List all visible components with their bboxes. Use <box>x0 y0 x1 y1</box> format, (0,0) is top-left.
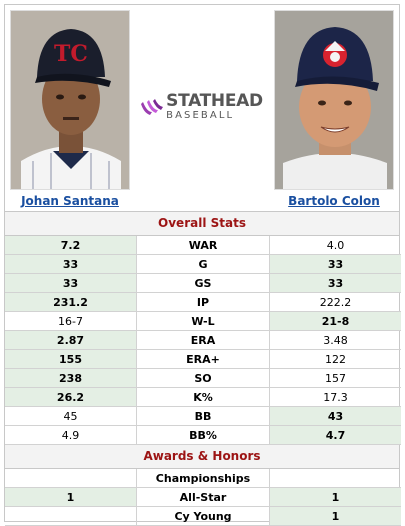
stat-label: All-Star <box>136 487 270 507</box>
stat-label: ERA+ <box>136 349 270 369</box>
award-row: Championships <box>5 469 401 488</box>
stat-value-right: 33 <box>269 254 401 274</box>
player-photo-left: TC <box>10 10 130 190</box>
stat-value-right: 122 <box>269 349 401 369</box>
stat-row: 231.2 IP 222.2 <box>5 292 401 312</box>
stat-label: Championships <box>136 469 270 488</box>
stat-label: G <box>136 254 270 274</box>
stat-row: 33 G 33 <box>5 254 401 274</box>
comparison-card: TC Johan Santana STATHEAD BASEBALL <box>4 4 401 526</box>
stat-row: 4.9 BB% 4.7 <box>5 425 401 445</box>
stat-row: 238 SO 157 <box>5 368 401 388</box>
stat-row: 155 ERA+ 122 <box>5 349 401 369</box>
stat-label: BB% <box>136 425 270 445</box>
stat-row: 26.2 K% 17.3 <box>5 387 401 407</box>
player-name-right[interactable]: Bartolo Colon <box>288 194 380 208</box>
stat-value-right: 3.48 <box>269 330 401 350</box>
awards-table: Championships 1 All-Star 1 Cy Young 1 <box>5 469 401 526</box>
stat-value-left: 231.2 <box>5 292 137 312</box>
stat-label: IP <box>136 292 270 312</box>
stat-value-left: 2.87 <box>5 330 137 350</box>
stat-value-right: 222.2 <box>269 292 401 312</box>
player-left: TC Johan Santana <box>5 5 135 208</box>
stat-value-left: 155 <box>5 349 137 369</box>
stat-value-left: 7.2 <box>5 236 137 255</box>
award-row: 1 All-Star 1 <box>5 487 401 507</box>
stat-value-left <box>5 506 137 526</box>
stat-label: GS <box>136 273 270 293</box>
stat-value-right <box>269 469 401 488</box>
stat-row: 33 GS 33 <box>5 273 401 293</box>
stats-table: 7.2 WAR 4.0 33 G 33 33 GS 33 231.2 IP 222.2 16-7 W-L 2… <box>5 236 401 445</box>
stat-value-right: 1 <box>269 506 401 526</box>
stat-value-left: 1 <box>5 487 137 507</box>
stat-value-left: 26.2 <box>5 387 137 407</box>
stat-label: ERA <box>136 330 270 350</box>
stat-value-right: 33 <box>269 273 401 293</box>
svg-text:TC: TC <box>54 41 88 67</box>
logo-sub-text: BASEBALL <box>166 110 235 121</box>
stat-value-right: 1 <box>269 487 401 507</box>
player-header: TC Johan Santana STATHEAD BASEBALL <box>5 5 399 212</box>
stat-value-left: 33 <box>5 254 137 274</box>
stat-label: K% <box>136 387 270 407</box>
player-name-left[interactable]: Johan Santana <box>21 194 119 208</box>
stat-label: WAR <box>136 236 270 255</box>
section-overall-stats: Overall Stats <box>5 212 399 236</box>
player-right: Bartolo Colon <box>269 5 399 208</box>
stathead-logo[interactable]: STATHEAD BASEBALL <box>135 93 269 121</box>
section-awards: Awards & Honors <box>5 445 399 469</box>
stat-value-right: 21-8 <box>269 311 401 331</box>
stat-value-left: 16-7 <box>5 311 137 331</box>
stat-value-right: 43 <box>269 406 401 426</box>
stat-value-right: 4.0 <box>269 236 401 255</box>
stat-value-right: 4.7 <box>269 425 401 445</box>
stat-row: 45 BB 43 <box>5 406 401 426</box>
stathead-logo-icon <box>141 99 164 115</box>
award-row: Cy Young 1 <box>5 506 401 526</box>
stat-value-left: 238 <box>5 368 137 388</box>
stat-label: SO <box>136 368 270 388</box>
stat-value-right: 157 <box>269 368 401 388</box>
stat-value-right: 17.3 <box>269 387 401 407</box>
player-photo-right <box>274 10 394 190</box>
logo-main-text: STATHEAD <box>166 91 263 111</box>
stat-row: 7.2 WAR 4.0 <box>5 236 401 255</box>
stat-row: 16-7 W-L 21-8 <box>5 311 401 331</box>
stat-value-left: 4.9 <box>5 425 137 445</box>
stat-value-left: 45 <box>5 406 137 426</box>
stat-value-left <box>5 469 137 488</box>
stat-label: BB <box>136 406 270 426</box>
stat-label: Cy Young <box>136 506 270 526</box>
stat-row: 2.87 ERA 3.48 <box>5 330 401 350</box>
stat-label: W-L <box>136 311 270 331</box>
stat-value-left: 33 <box>5 273 137 293</box>
